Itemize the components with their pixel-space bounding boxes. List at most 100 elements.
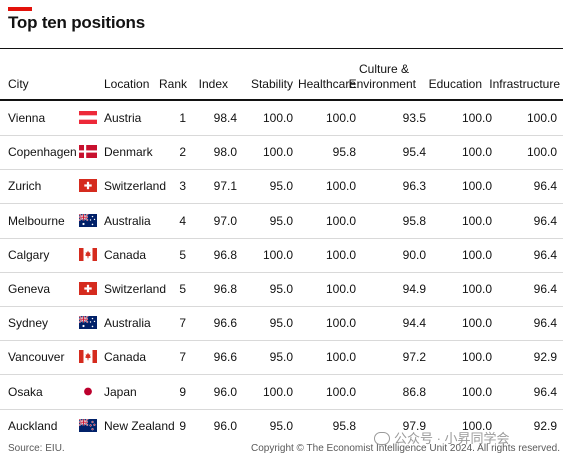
cell-location: Denmark bbox=[104, 145, 153, 160]
denmark-flag bbox=[79, 145, 97, 159]
cell-stability: 95.0 bbox=[269, 316, 293, 331]
cell-city: Copenhagen bbox=[8, 145, 77, 160]
header-education: Education bbox=[428, 77, 482, 91]
cell-culture: 94.4 bbox=[402, 316, 426, 331]
table-row: Vienna Austria 1 98.4 100.0 100.0 93.5 100.0 100… bbox=[0, 101, 563, 136]
cell-education: 100.0 bbox=[461, 418, 492, 433]
table-row: Calgary Canada 5 96.8 100.0 100.0 90.0 100.0 96.… bbox=[0, 238, 563, 273]
cell-healthcare: 100.0 bbox=[325, 316, 356, 331]
table-row: Melbourne Australia 4 97.0 95.0 100.0 95.8 100.… bbox=[0, 204, 563, 239]
table-row: Sydney Australia 7 96.6 95.0 100.0 94.4 100.0 96… bbox=[0, 306, 563, 342]
cell-rank: 1 bbox=[179, 111, 186, 125]
cell-rank: 5 bbox=[179, 247, 186, 262]
cell-location: New Zealand bbox=[104, 418, 175, 433]
cell-culture: 97.9 bbox=[402, 418, 426, 433]
cell-index: 96.8 bbox=[213, 247, 237, 262]
cell-infrastructure: 96.4 bbox=[533, 384, 557, 399]
cell-culture: 93.5 bbox=[402, 111, 426, 125]
header-culture-line1: Culture & bbox=[358, 62, 410, 76]
watermark-text: 公众号 · 小昇同学会 bbox=[394, 431, 510, 446]
cell-index: 98.4 bbox=[213, 111, 237, 125]
cell-education: 100.0 bbox=[461, 247, 492, 262]
cell-stability: 100.0 bbox=[262, 145, 293, 160]
cell-index: 96.0 bbox=[213, 418, 237, 433]
cell-culture: 96.3 bbox=[402, 179, 426, 194]
cell-culture: 94.9 bbox=[402, 282, 426, 296]
cell-city: Zurich bbox=[8, 179, 42, 194]
cell-healthcare: 100.0 bbox=[325, 179, 356, 194]
cell-culture: 95.4 bbox=[402, 145, 426, 160]
table-row: Osaka Japan 9 96.0 100.0 100.0 86.8 100.0 96.4 bbox=[0, 375, 563, 410]
cell-city: Melbourne bbox=[8, 213, 65, 228]
cell-culture: 86.8 bbox=[402, 384, 426, 399]
cell-index: 98.0 bbox=[213, 145, 237, 160]
cell-location: Austria bbox=[104, 111, 142, 125]
wechat-icon bbox=[374, 432, 390, 445]
cell-index: 97.1 bbox=[213, 179, 237, 194]
cell-location: Australia bbox=[104, 213, 151, 228]
copyright-note: Copyright © The Economist Intelligence U… bbox=[250, 443, 560, 454]
cell-culture: 95.8 bbox=[402, 213, 426, 228]
cell-index: 96.6 bbox=[213, 350, 237, 365]
cell-stability: 95.0 bbox=[269, 213, 293, 228]
cell-education: 100.0 bbox=[461, 179, 492, 194]
cell-education: 100.0 bbox=[461, 384, 492, 399]
cell-infrastructure: 92.9 bbox=[533, 418, 557, 433]
cell-rank: 7 bbox=[179, 350, 186, 365]
cell-rank: 7 bbox=[179, 316, 186, 331]
cell-location: Switzerland bbox=[104, 282, 167, 296]
cell-stability: 100.0 bbox=[262, 247, 293, 262]
cell-stability: 95.0 bbox=[269, 282, 293, 296]
japan-flag bbox=[79, 384, 97, 398]
table-row: Auckland New Zealand 9 96.0 95.0 95.8 97.9 100.… bbox=[0, 409, 563, 443]
red-tag-bar bbox=[8, 7, 32, 11]
cell-location: Canada bbox=[104, 350, 147, 365]
cell-infrastructure: 96.4 bbox=[533, 247, 557, 262]
table-row: Zurich Switzerland 3 97.1 95.0 100.0 96.3 100.0… bbox=[0, 169, 563, 205]
cell-healthcare: 100.0 bbox=[325, 282, 356, 296]
new-zealand-flag bbox=[79, 418, 97, 432]
cell-infrastructure: 92.9 bbox=[533, 350, 557, 365]
table-row: Copenhagen Denmark 2 98.0 100.0 95.8 95.4 100.0… bbox=[0, 135, 563, 171]
cell-city: Auckland bbox=[8, 418, 58, 433]
cell-city: Osaka bbox=[8, 384, 43, 399]
cell-infrastructure: 96.4 bbox=[533, 213, 557, 228]
cell-healthcare: 100.0 bbox=[325, 213, 356, 228]
canada-flag bbox=[79, 247, 97, 261]
cell-education: 100.0 bbox=[461, 282, 492, 296]
header-city: City bbox=[8, 77, 29, 91]
table-row: Vancouver Canada 7 96.6 95.0 100.0 97.2 100.0 92… bbox=[0, 340, 563, 376]
cell-stability: 95.0 bbox=[269, 350, 293, 365]
top-rule bbox=[0, 48, 563, 49]
cell-education: 100.0 bbox=[461, 350, 492, 365]
cell-location: Canada bbox=[104, 247, 147, 262]
cell-infrastructure: 100.0 bbox=[526, 145, 557, 160]
cell-education: 100.0 bbox=[461, 316, 492, 331]
cell-infrastructure: 96.4 bbox=[533, 282, 557, 296]
source-note: Source: EIU. bbox=[8, 443, 65, 454]
cell-rank: 3 bbox=[179, 179, 186, 194]
cell-location: Japan bbox=[104, 384, 137, 399]
header-healthcare: Healthcare bbox=[297, 77, 356, 91]
cell-city: Sydney bbox=[8, 316, 49, 331]
cell-rank: 4 bbox=[179, 213, 186, 228]
cell-stability: 100.0 bbox=[262, 384, 293, 399]
cell-rank: 2 bbox=[179, 145, 186, 160]
cell-healthcare: 100.0 bbox=[325, 384, 356, 399]
austria-flag bbox=[79, 111, 97, 124]
cell-healthcare: 95.8 bbox=[332, 418, 356, 433]
cell-education: 100.0 bbox=[461, 213, 492, 228]
cell-index: 96.6 bbox=[213, 316, 237, 331]
table-row: Geneva Switzerland 5 96.8 95.0 100.0 94.9 100.0… bbox=[0, 272, 563, 307]
header-rank: Rank bbox=[159, 77, 188, 91]
cell-education: 100.0 bbox=[461, 145, 492, 160]
cell-rank: 5 bbox=[179, 282, 186, 296]
header-index: Index bbox=[198, 77, 228, 91]
switzerland-flag bbox=[79, 282, 97, 295]
cell-index: 97.0 bbox=[213, 213, 237, 228]
cell-education: 100.0 bbox=[461, 111, 492, 125]
header-location: Location bbox=[104, 77, 150, 91]
canada-flag bbox=[79, 350, 97, 364]
cell-stability: 95.0 bbox=[269, 179, 293, 194]
